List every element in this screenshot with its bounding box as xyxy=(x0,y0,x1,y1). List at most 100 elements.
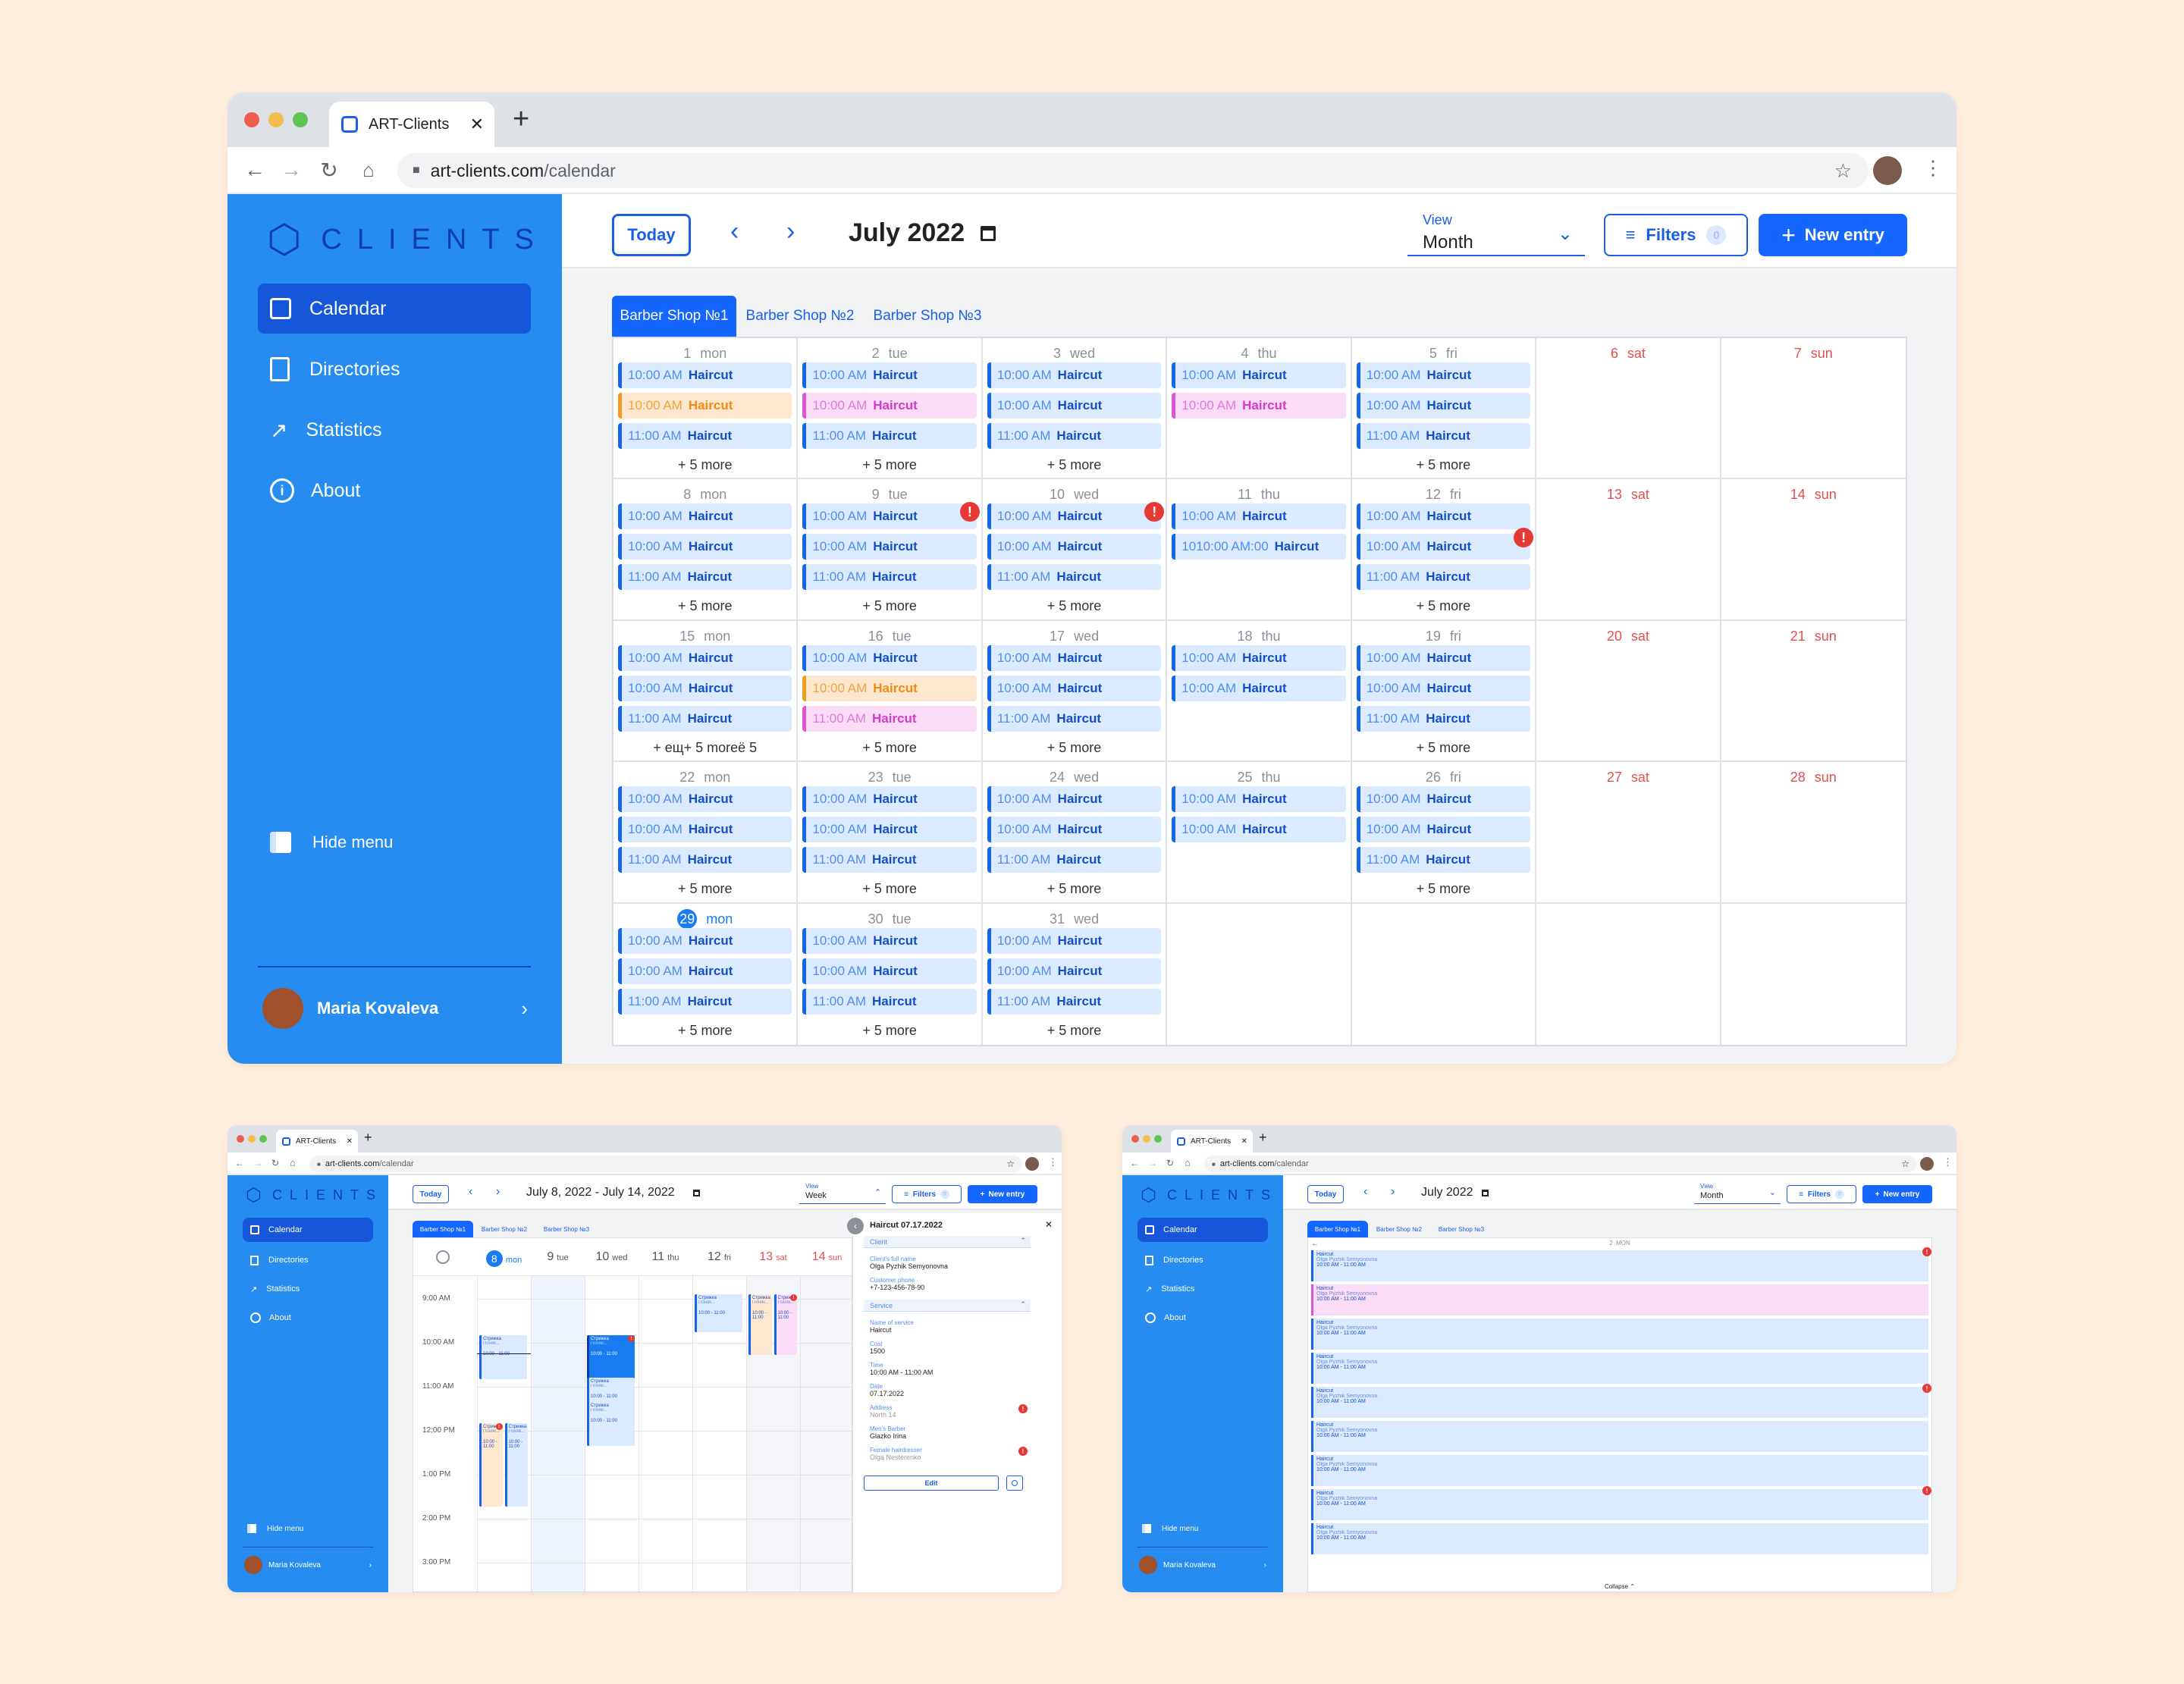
maximize-window-button[interactable] xyxy=(1154,1135,1162,1143)
delete-button[interactable] xyxy=(1006,1475,1023,1491)
calendar-event[interactable]: 10:00 AM Haircut xyxy=(1356,534,1531,560)
week-day-header[interactable]: 14 sun xyxy=(800,1250,852,1264)
more-events-link[interactable]: + 5 more xyxy=(1416,598,1471,614)
calendar-event[interactable]: 10:00 AM Haircut xyxy=(1172,362,1346,388)
edit-button[interactable]: Edit xyxy=(864,1475,999,1491)
calendar-event[interactable]: 10:00 AM Haircut xyxy=(802,958,977,984)
sidebar-item-directories[interactable]: Directories xyxy=(243,1248,373,1272)
calendar-event[interactable]: 11:00 AM Haircut xyxy=(987,705,1162,732)
calendar-event[interactable]: 10:00 AM Haircut xyxy=(802,675,977,701)
new-entry-button[interactable]: + New entry xyxy=(968,1185,1037,1203)
date-picker-icon[interactable] xyxy=(981,226,996,241)
sidebar-item-statistics[interactable]: ↗ Statistics xyxy=(243,1277,373,1301)
hide-menu-button[interactable]: Hide menu xyxy=(270,823,393,861)
week-day-header[interactable]: 9 tue xyxy=(531,1250,585,1264)
calendar-event[interactable]: 11:00 AM Haircut xyxy=(987,423,1162,449)
calendar-event[interactable]: 10:00 AM Haircut xyxy=(618,534,792,560)
week-day-column[interactable] xyxy=(639,1276,692,1591)
calendar-event[interactable]: 11:00 AM Haircut xyxy=(802,988,977,1014)
maximize-window-button[interactable] xyxy=(259,1135,267,1143)
calendar-event[interactable]: 10:00 AM Haircut xyxy=(802,817,977,843)
calendar-event[interactable]: 10:00 AM Haircut xyxy=(1356,393,1531,419)
calendar-event[interactable]: 10:00 AM Haircut xyxy=(802,393,977,419)
day-cell[interactable] xyxy=(1536,903,1721,1045)
more-events-link[interactable]: + 5 more xyxy=(862,1022,917,1038)
user-profile[interactable]: Maria Kovaleva › xyxy=(1139,1554,1266,1576)
sidebar-item-calendar[interactable]: Calendar xyxy=(243,1218,373,1242)
calendar-event[interactable]: 10:00 AM Haircut xyxy=(802,644,977,671)
chevron-right-icon[interactable]: › xyxy=(521,996,528,1020)
url-field[interactable]: ■ art-clients.com/calendar ☆ xyxy=(1204,1156,1917,1172)
prev-month-icon[interactable]: ‹ xyxy=(730,217,739,246)
next-week-icon[interactable]: › xyxy=(496,1185,500,1198)
close-window-button[interactable] xyxy=(237,1135,244,1143)
day-cell[interactable]: 26 fri 10:00 AM Haircut 10:00 AM Haircut 11:00… xyxy=(1351,762,1537,904)
more-events-link[interactable]: + 5 more xyxy=(677,598,733,614)
calendar-event[interactable]: 10:00 AM Haircut xyxy=(618,503,792,530)
calendar-event[interactable]: 11:00 AM Haircut xyxy=(1356,423,1531,449)
profile-avatar[interactable] xyxy=(1873,156,1902,185)
calendar-event[interactable]: 11:00 AM Haircut xyxy=(1356,705,1531,732)
profile-avatar[interactable] xyxy=(1025,1157,1039,1171)
url-field[interactable]: ■ art-clients.com/calendar ☆ xyxy=(397,153,1869,188)
calendar-event[interactable]: 10:00 AM Haircut xyxy=(987,362,1162,388)
more-events-link[interactable]: + 5 more xyxy=(862,881,917,897)
browser-tab[interactable]: ART-Clients ✕ xyxy=(1171,1130,1253,1152)
more-events-link[interactable]: + 5 more xyxy=(862,739,917,755)
more-events-link[interactable]: + 5 more xyxy=(862,598,917,614)
minimize-window-button[interactable] xyxy=(268,112,284,127)
day-cell[interactable]: 28 sun xyxy=(1721,762,1906,904)
view-select[interactable]: View Week ⌃ xyxy=(799,1183,886,1204)
url-field[interactable]: ■ art-clients.com/calendar ☆ xyxy=(309,1156,1022,1172)
calendar-event[interactable]: 11:00 AM Haircut xyxy=(618,847,792,873)
profile-avatar[interactable] xyxy=(1920,1157,1934,1171)
calendar-event[interactable]: 10:00 AM Haircut xyxy=(987,786,1162,813)
sidebar-item-calendar[interactable]: Calendar xyxy=(258,284,531,334)
day-cell[interactable]: 11 thu 10:00 AM Haircut 1010:00 AM:00 Haircut xyxy=(1167,479,1352,621)
calendar-event[interactable]: 10:00 AM Haircut xyxy=(618,393,792,419)
more-events-link[interactable]: + ещ+ 5 moreё 5 xyxy=(653,739,758,755)
chevron-right-icon[interactable]: › xyxy=(369,1560,372,1570)
list-item[interactable]: Haircut Olga Pyzhik Semyonovna 10:00 AM - … xyxy=(1311,1247,1931,1281)
chevron-right-icon[interactable]: › xyxy=(1263,1560,1266,1570)
more-events-link[interactable]: + 5 more xyxy=(677,457,733,472)
view-select[interactable]: View Month ⌄ xyxy=(1407,212,1585,256)
calendar-event[interactable]: 10:00 AM Haircut xyxy=(802,503,977,530)
new-tab-icon[interactable]: + xyxy=(513,103,530,135)
today-button[interactable]: Today xyxy=(612,214,691,256)
week-day-header[interactable]: 10 wed xyxy=(585,1250,639,1264)
view-select[interactable]: View Month ⌄ xyxy=(1694,1183,1781,1204)
filters-button[interactable]: ≡ Filters 0 xyxy=(1787,1185,1856,1203)
day-cell[interactable]: 2 tue 10:00 AM Haircut 10:00 AM Haircut 11:00 … xyxy=(798,338,983,480)
forward-icon[interactable]: → xyxy=(253,1158,262,1168)
new-tab-icon[interactable]: + xyxy=(364,1130,372,1145)
day-cell[interactable]: 6 sat xyxy=(1536,338,1721,480)
calendar-event[interactable]: 10:00 AM Haircut xyxy=(987,644,1162,671)
calendar-event[interactable]: 10:00 AM Haircut xyxy=(802,786,977,813)
calendar-event[interactable]: Стрижка Поняк... 10:00 - 11:00! xyxy=(479,1423,503,1507)
tab-shop-3[interactable]: Barber Shop №3 xyxy=(1438,1225,1485,1233)
sidebar-item-about[interactable]: About xyxy=(1138,1306,1268,1330)
next-month-icon[interactable]: › xyxy=(786,217,795,246)
more-events-link[interactable]: + 5 more xyxy=(1046,1022,1102,1038)
reload-icon[interactable]: ↻ xyxy=(320,158,338,182)
tab-shop-1[interactable]: Barber Shop №1 xyxy=(413,1221,473,1237)
sidebar-item-about[interactable]: About xyxy=(243,1306,373,1330)
collapse-button[interactable]: Collapse ⌃ xyxy=(1308,1583,1931,1590)
week-day-column[interactable] xyxy=(800,1276,852,1591)
filters-button[interactable]: ≡ Filters 0 xyxy=(1604,214,1748,256)
calendar-event[interactable]: Стрижка Поняк... 10:00 - 11:00! xyxy=(774,1294,797,1355)
date-picker-icon[interactable] xyxy=(693,1190,700,1196)
calendar-event[interactable]: 10:00 AM Haircut xyxy=(618,644,792,671)
day-cell[interactable]: 15 mon 10:00 AM Haircut 10:00 AM Haircut 11:00… xyxy=(613,620,799,763)
day-cell[interactable]: 4 thu 10:00 AM Haircut 10:00 AM Haircut xyxy=(1167,338,1352,480)
sidebar-item-statistics[interactable]: ↗ Statistics xyxy=(1138,1277,1268,1301)
calendar-event[interactable]: 11:00 AM Haircut xyxy=(802,847,977,873)
calendar-event[interactable]: 10:00 AM Haircut xyxy=(802,534,977,560)
calendar-event[interactable]: 11:00 AM Haircut xyxy=(1356,564,1531,591)
back-icon[interactable]: ← xyxy=(235,1158,244,1168)
day-cell[interactable]: 27 sat xyxy=(1536,762,1721,904)
home-icon[interactable]: ⌂ xyxy=(1185,1157,1191,1168)
calendar-event[interactable]: 10:00 AM Haircut xyxy=(618,817,792,843)
day-cell[interactable]: 22 mon 10:00 AM Haircut 10:00 AM Haircut 11:00… xyxy=(613,762,799,904)
